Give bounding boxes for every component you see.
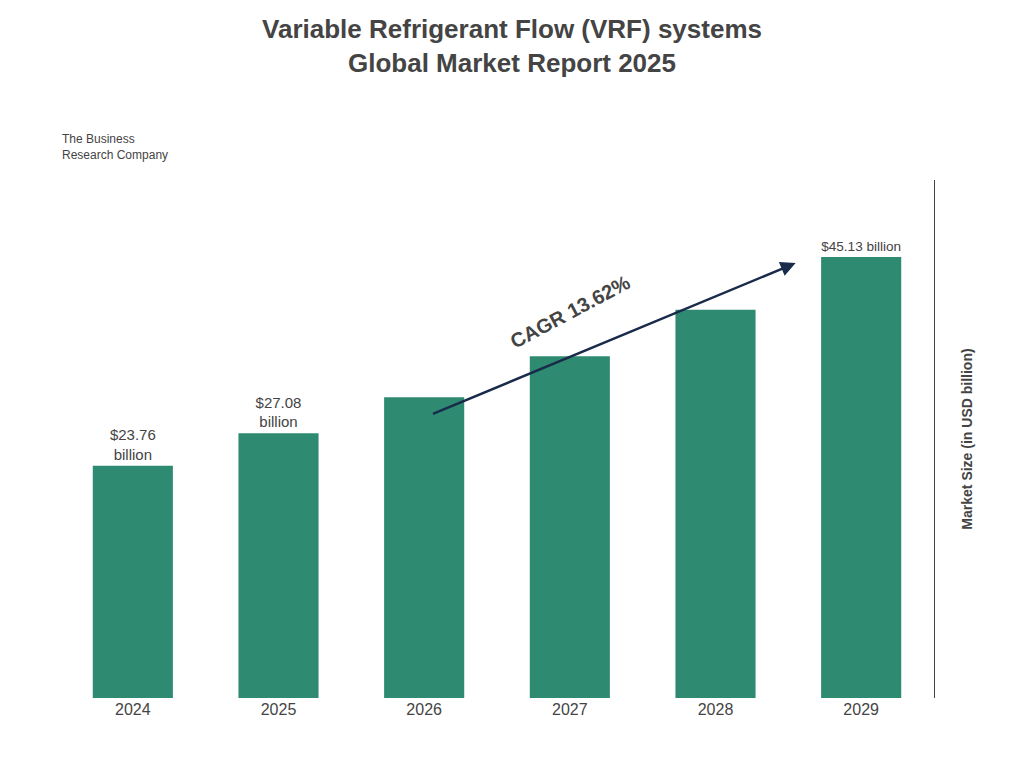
svg-text:2028: 2028 bbox=[698, 701, 734, 718]
svg-text:Variable Refrigerant Flow (VRF: Variable Refrigerant Flow (VRF) systemsG… bbox=[262, 14, 762, 78]
svg-text:$23.76billion: $23.76billion bbox=[110, 426, 156, 463]
svg-text:$45.13 billion: $45.13 billion bbox=[821, 239, 901, 254]
svg-text:$27.08billion: $27.08billion bbox=[256, 394, 302, 431]
svg-text:The BusinessResearch Company: The BusinessResearch Company bbox=[62, 132, 168, 162]
svg-text:2027: 2027 bbox=[552, 701, 588, 718]
svg-text:2024: 2024 bbox=[115, 701, 151, 718]
svg-text:2026: 2026 bbox=[406, 701, 442, 718]
svg-text:CAGR 13.62%: CAGR 13.62% bbox=[507, 271, 634, 353]
svg-text:2025: 2025 bbox=[261, 701, 297, 718]
svg-text:2029: 2029 bbox=[843, 701, 879, 718]
svg-text:Market Size (in USD billion): Market Size (in USD billion) bbox=[959, 348, 975, 529]
